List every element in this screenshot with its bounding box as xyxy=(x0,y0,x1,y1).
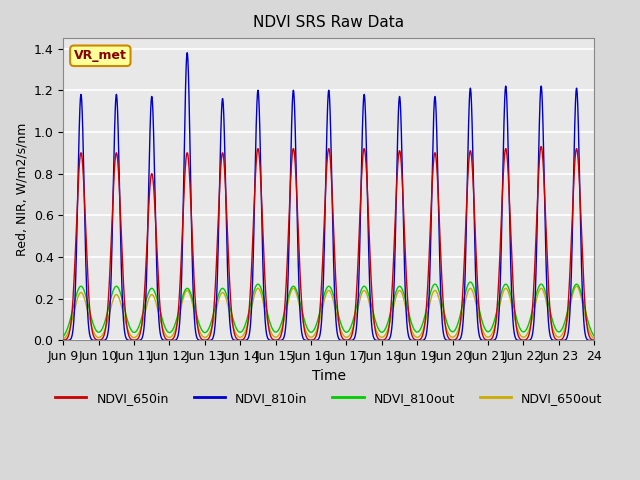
Y-axis label: Red, NIR, W/m2/s/nm: Red, NIR, W/m2/s/nm xyxy=(15,122,28,256)
Text: VR_met: VR_met xyxy=(74,49,127,62)
X-axis label: Time: Time xyxy=(312,369,346,383)
Legend: NDVI_650in, NDVI_810in, NDVI_810out, NDVI_650out: NDVI_650in, NDVI_810in, NDVI_810out, NDV… xyxy=(50,387,607,410)
Title: NDVI SRS Raw Data: NDVI SRS Raw Data xyxy=(253,15,404,30)
